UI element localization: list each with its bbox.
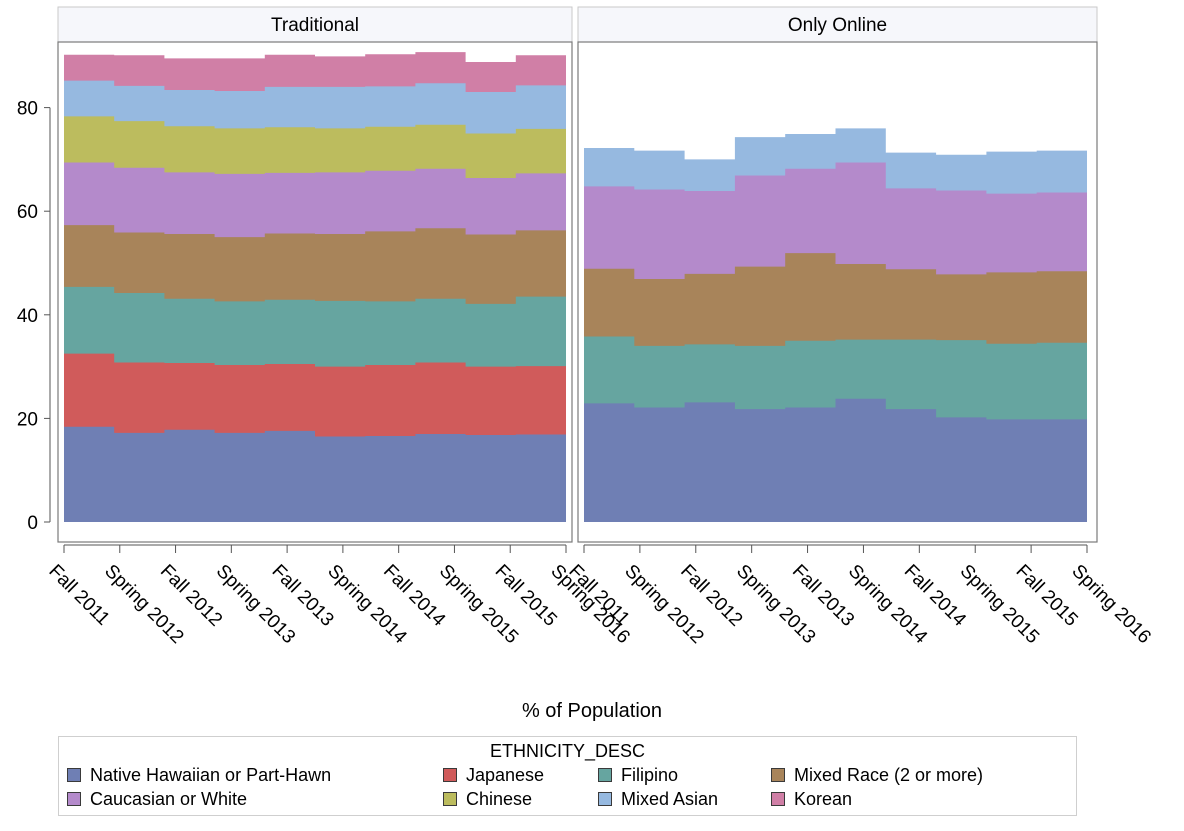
panel-title-only-online: Only Online <box>788 15 887 36</box>
legend-label: Native Hawaiian or Part-Hawn <box>90 764 332 785</box>
legend-swatch <box>443 768 457 782</box>
legend-swatch <box>598 792 612 806</box>
panel-header-only-online <box>577 6 1098 43</box>
legend-item-mixed-asian: Mixed Asian <box>598 788 718 810</box>
legend-item-filipino: Filipino <box>598 764 678 786</box>
y-tick-label: 80 <box>17 99 38 120</box>
legend-label: Caucasian or White <box>90 788 248 809</box>
legend-label: Filipino <box>621 764 679 785</box>
y-tick-label: 0 <box>27 513 38 534</box>
legend-label: Korean <box>794 788 853 809</box>
legend-swatch <box>771 792 785 806</box>
legend: ETHNICITY_DESC Native Hawaiian or Part-H… <box>58 736 1077 816</box>
legend-swatch <box>771 768 785 782</box>
x-tick-label: Fall 2011 <box>44 561 113 630</box>
legend-item-native-hawaiian: Native Hawaiian or Part-Hawn <box>67 764 331 786</box>
legend-swatch <box>67 768 81 782</box>
legend-label: Japanese <box>466 764 545 785</box>
y-tick-label: 60 <box>17 202 38 223</box>
legend-swatch <box>598 768 612 782</box>
legend-swatch <box>443 792 457 806</box>
y-tick-label: 20 <box>17 409 38 430</box>
legend-item-chinese: Chinese <box>443 788 532 810</box>
panel-title-traditional: Traditional <box>271 15 359 36</box>
legend-item-japanese: Japanese <box>443 764 544 786</box>
x-tick-label: Spring 2016 <box>1067 561 1154 648</box>
legend-swatch <box>67 792 81 806</box>
legend-item-korean: Korean <box>771 788 852 810</box>
legend-title: ETHNICITY_DESC <box>489 741 646 761</box>
area-native-hawaiian-or-part-hawn-only-online <box>584 398 1087 522</box>
legend-label: Mixed Race (2 or more) <box>794 764 984 785</box>
legend-item-mixed-race: Mixed Race (2 or more) <box>771 764 983 786</box>
legend-item-caucasian: Caucasian or White <box>67 788 247 810</box>
x-axis-label: % of Population <box>521 700 663 722</box>
legend-label: Chinese <box>466 788 533 809</box>
y-tick-label: 40 <box>17 306 38 327</box>
area-native-hawaiian-or-part-hawn-traditional <box>64 426 566 522</box>
legend-label: Mixed Asian <box>621 788 719 809</box>
